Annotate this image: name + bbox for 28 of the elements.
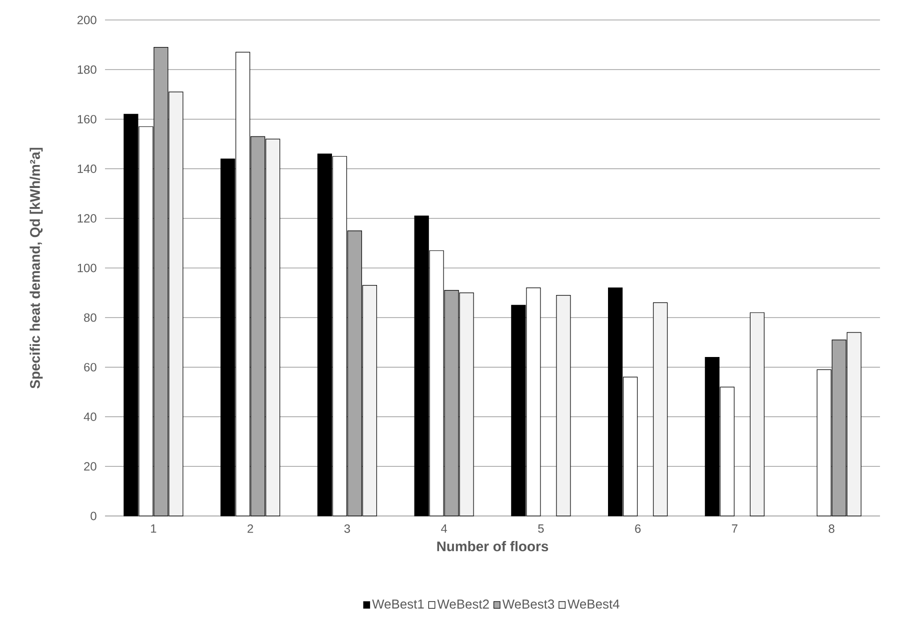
x-tick-label: 5 (538, 524, 544, 533)
bar (556, 294, 571, 516)
legend-label: WeBest1 (372, 600, 424, 609)
y-tick-label: 20 (84, 462, 96, 471)
bar (750, 312, 764, 516)
y-tick-label: 40 (84, 412, 96, 422)
x-tick-label: 2 (248, 524, 254, 533)
y-tick-label: 0 (90, 512, 96, 520)
legend-label: WeBest4 (568, 600, 620, 609)
legend-label: WeBest3 (502, 600, 554, 609)
legend-label: WeBest2 (437, 600, 489, 609)
y-tick-label: 160 (78, 114, 96, 124)
y-tick-label: 140 (78, 164, 96, 174)
x-tick-label: 1 (151, 524, 156, 533)
x-tick-label: 6 (635, 524, 641, 533)
x-tick-label: 3 (344, 524, 350, 533)
x-axis-title: Number of floors (437, 541, 548, 552)
y-tick-label: 120 (78, 214, 96, 223)
x-tick-label: 7 (732, 524, 738, 533)
y-tick-label: 60 (84, 362, 96, 372)
y-tick-label: 200 (77, 16, 96, 24)
x-tick-label: 4 (441, 524, 448, 533)
y-tick-label: 180 (78, 65, 96, 74)
y-axis-title: Specific heat demand, Qd [kWh/m²a] (30, 148, 43, 388)
y-tick-label: 100 (78, 264, 96, 272)
y-tick-label: 80 (84, 313, 96, 322)
bar (653, 302, 668, 516)
x-tick-label: 8 (828, 524, 834, 533)
